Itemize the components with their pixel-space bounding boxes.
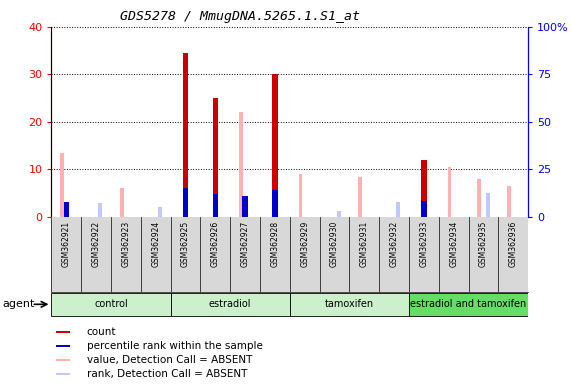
Bar [421,201,427,217]
Bar [158,207,162,217]
Text: GSM362922: GSM362922 [91,221,100,267]
Bar [183,53,188,217]
Text: GSM362923: GSM362923 [122,221,130,267]
Bar [272,74,278,217]
FancyBboxPatch shape [289,293,409,316]
Text: GSM362934: GSM362934 [449,221,458,267]
Text: estradiol: estradiol [209,299,251,310]
Bar [507,186,511,217]
FancyBboxPatch shape [409,293,528,316]
Bar [448,167,452,217]
Text: GSM362935: GSM362935 [479,221,488,267]
Text: GSM362925: GSM362925 [181,221,190,267]
Bar [299,174,303,217]
Text: GSM362930: GSM362930 [330,221,339,267]
Text: rank, Detection Call = ABSENT: rank, Detection Call = ABSENT [87,369,247,379]
Bar [358,177,362,217]
Text: GSM362929: GSM362929 [300,221,309,267]
Bar [239,113,243,217]
Bar [337,211,340,217]
FancyBboxPatch shape [171,293,289,316]
Bar [57,331,70,333]
Bar [57,359,70,361]
Bar [60,153,64,217]
Bar [212,98,218,217]
Bar [63,202,69,217]
Bar [272,190,278,217]
Text: tamoxifen: tamoxifen [325,299,374,310]
Text: estradiol and tamoxifen: estradiol and tamoxifen [411,299,526,310]
Bar [98,203,102,217]
Text: control: control [94,299,128,310]
Text: GSM362936: GSM362936 [509,221,518,267]
Text: GSM362926: GSM362926 [211,221,220,267]
Text: GSM362931: GSM362931 [360,221,369,267]
Bar [486,193,489,217]
Bar [477,179,481,217]
Text: count: count [87,327,116,337]
Bar [243,196,248,217]
Text: value, Detection Call = ABSENT: value, Detection Call = ABSENT [87,355,252,365]
Text: GDS5278 / MmugDNA.5265.1.S1_at: GDS5278 / MmugDNA.5265.1.S1_at [120,10,360,23]
Text: GSM362924: GSM362924 [151,221,160,267]
Bar [57,345,70,347]
Bar [396,202,400,217]
Text: GSM362928: GSM362928 [271,221,279,267]
Bar [421,160,427,217]
Text: GSM362927: GSM362927 [240,221,250,267]
Text: GSM362921: GSM362921 [62,221,71,267]
Bar [212,194,218,217]
Text: GSM362933: GSM362933 [419,221,428,267]
FancyBboxPatch shape [51,293,171,316]
Text: percentile rank within the sample: percentile rank within the sample [87,341,263,351]
Bar [57,373,70,375]
Bar [183,189,188,217]
Text: GSM362932: GSM362932 [389,221,399,267]
Bar [120,189,124,217]
Text: agent: agent [3,299,35,309]
